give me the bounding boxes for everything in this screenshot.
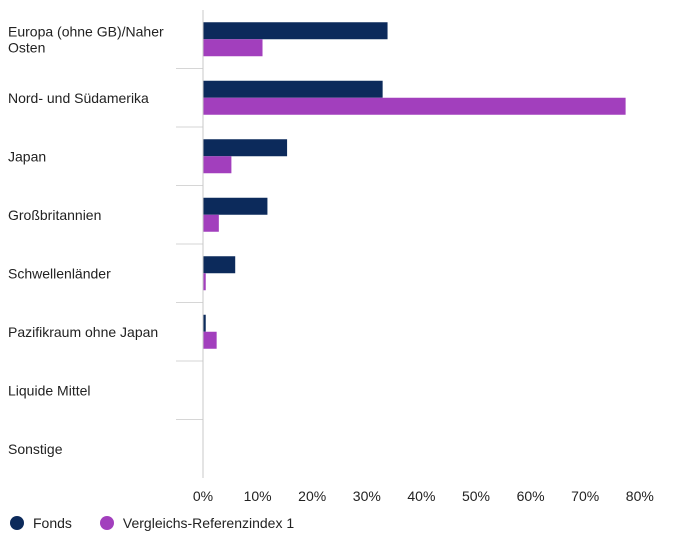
bar-fonds (203, 139, 288, 157)
bar-benchmark (203, 273, 206, 291)
category-separators (176, 68, 203, 420)
legend: Fonds Vergleichs-Referenzindex 1 (10, 512, 322, 534)
bar-fonds (203, 256, 236, 274)
x-tick-label: 30% (353, 488, 381, 504)
x-tick-labels: 0% 10% 20% 30% 40% 50% 60% 70% 80% (193, 488, 654, 504)
category-label: Nord- und Südamerika (8, 90, 149, 106)
legend-item-fonds: Fonds (10, 515, 72, 531)
x-tick-label: 50% (462, 488, 490, 504)
bar-fonds (203, 22, 388, 40)
category-label: Großbritannien (8, 207, 101, 223)
bar-benchmark (203, 39, 263, 57)
x-tick-label: 80% (626, 488, 654, 504)
category-label: Liquide Mittel (8, 382, 91, 398)
category-label: Schwellenländer (8, 265, 111, 281)
bars (203, 22, 626, 349)
x-tick-label: 70% (571, 488, 599, 504)
bar-fonds (203, 197, 268, 215)
category-labels: Europa (ohne GB)/Naher Osten Nord- und Süd… (8, 23, 164, 457)
bar-fonds (203, 314, 206, 332)
bar-fonds (203, 80, 383, 98)
x-tick-label: 60% (517, 488, 545, 504)
legend-swatch-fonds (10, 516, 24, 530)
bar-benchmark (203, 214, 219, 232)
legend-label-benchmark: Vergleichs-Referenzindex 1 (122, 515, 295, 531)
x-tick-label: 20% (298, 488, 326, 504)
x-tick-label: 40% (407, 488, 435, 504)
x-tick-label: 0% (193, 488, 213, 504)
category-label: Sonstige (8, 441, 63, 457)
legend-item-benchmark: Vergleichs-Referenzindex 1 (99, 515, 295, 531)
category-label: Japan (8, 148, 46, 164)
category-label: Europa (ohne GB)/Naher Osten (8, 23, 164, 55)
x-tick-label: 10% (244, 488, 272, 504)
bar-benchmark (203, 156, 232, 174)
legend-swatch-benchmark (99, 516, 114, 530)
bar-benchmark (203, 331, 217, 349)
bar-benchmark (203, 97, 626, 115)
category-label: Pazifikraum ohne Japan (8, 324, 158, 340)
legend-label-fonds: Fonds (33, 515, 72, 531)
